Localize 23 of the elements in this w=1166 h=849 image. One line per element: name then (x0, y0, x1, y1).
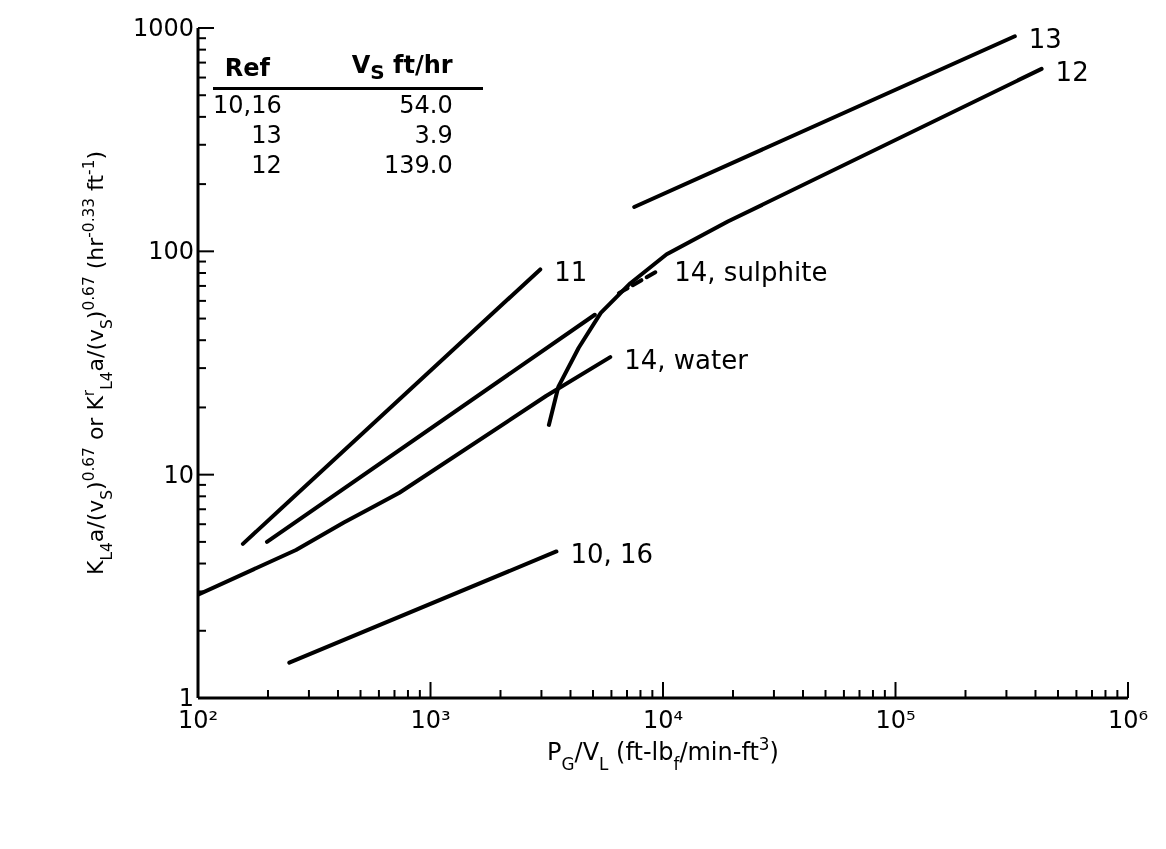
annotation: 139.0 (382, 149, 454, 180)
annotation: 3.9 (413, 119, 454, 150)
annotation: 13 (250, 119, 283, 150)
x-tick-label: 10⁵ (875, 706, 916, 734)
series-label: 10, 16 (570, 539, 654, 570)
annotation: 54.0 (398, 89, 454, 120)
series-label: 11 (554, 257, 588, 288)
x-tick-label: 10² (177, 706, 219, 734)
annotation: V$_{S}$ ft/hr (351, 50, 483, 89)
annotation: Ref (213, 50, 352, 89)
y-tick-label: 1000 (132, 14, 194, 42)
series-label: 13 (1028, 24, 1062, 55)
text: P$_{G}$/V$_{L}$ (ft-lb$_{f}$/min-ft$^{3}$) (547, 734, 779, 774)
x-tick-label: 10⁴ (642, 706, 684, 734)
annotation: 10,16 (213, 89, 283, 120)
x-tick-label: 10⁶ (1107, 706, 1149, 734)
annotation: 12 (250, 149, 283, 180)
y-tick-label: 10 (163, 460, 194, 489)
y-tick-label: 100 (148, 237, 194, 266)
series-label: 14, water (624, 345, 749, 376)
series-label: 12 (1055, 56, 1089, 87)
series-label: 14, sulphite (674, 257, 828, 288)
x-tick-label: 10³ (410, 706, 451, 734)
